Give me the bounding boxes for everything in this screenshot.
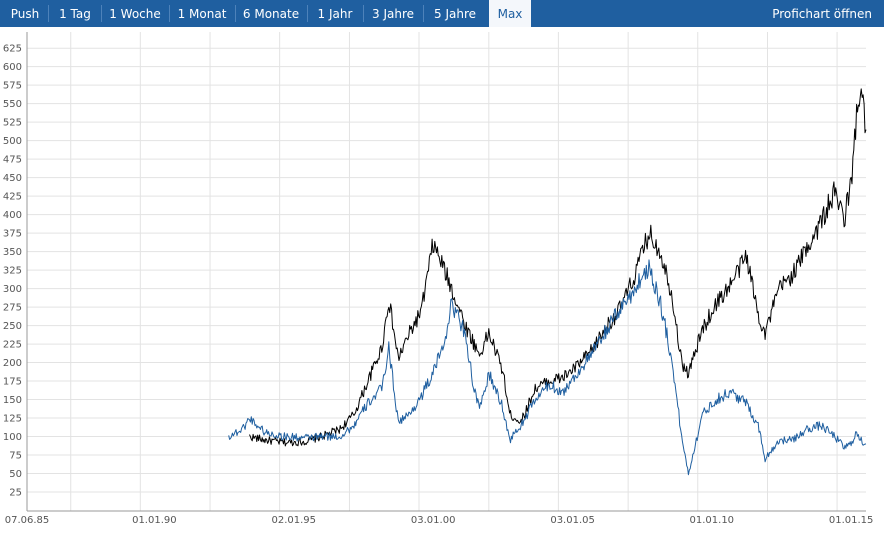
y-tick-label: 375 (3, 229, 22, 240)
tab-5-jahre[interactable]: 5 Jahre (434, 7, 476, 21)
y-tick-label: 525 (3, 118, 22, 129)
y-tick-label: 275 (3, 303, 22, 314)
y-tick-label: 225 (3, 340, 22, 351)
y-tick-label: 300 (3, 284, 22, 295)
tab-3-jahre[interactable]: 3 Jahre (372, 7, 414, 21)
y-tick-label: 150 (3, 395, 22, 406)
price-chart: 25 50 75 100 125 150 175 200 225 250 275 300 325 350 3… (3, 32, 874, 526)
x-tick-label: 03.01.00 (411, 515, 456, 526)
x-tick-label: 03.01.05 (550, 515, 595, 526)
tab-separator (169, 5, 170, 22)
tab-1-tag[interactable]: 1 Tag (59, 7, 91, 21)
y-tick-label: 125 (3, 414, 22, 425)
tab-6-monate[interactable]: 6 Monate (242, 7, 300, 21)
y-tick-label: 325 (3, 266, 22, 277)
x-tick-label: 01.01.15 (829, 515, 874, 526)
series-line-black (249, 88, 867, 447)
x-tick-label: 01.01.10 (690, 515, 735, 526)
y-tick-label: 450 (3, 173, 22, 184)
tab-1-woche[interactable]: 1 Woche (109, 7, 161, 21)
x-tick-label: 07.06.85 (5, 515, 50, 526)
chart-range-tabbar: Push 1 Tag 1 Woche 1 Monat 6 Monate 1 Ja… (0, 0, 884, 27)
y-tick-label: 50 (9, 469, 22, 480)
series-line-blue (228, 259, 867, 476)
tab-max[interactable]: Max (489, 0, 531, 27)
tab-separator (423, 5, 424, 22)
y-tick-label: 500 (3, 136, 22, 147)
y-tick-label: 625 (3, 44, 22, 55)
x-tick-label: 01.01.90 (132, 515, 177, 526)
y-tick-label: 100 (3, 432, 22, 443)
y-tick-label: 175 (3, 377, 22, 388)
tab-separator (235, 5, 236, 22)
tab-separator (363, 5, 364, 22)
y-tick-label: 550 (3, 99, 22, 110)
y-tick-label: 575 (3, 81, 22, 92)
y-tick-label: 400 (3, 210, 22, 221)
tab-1-monat[interactable]: 1 Monat (177, 7, 227, 21)
tab-separator (48, 5, 49, 22)
y-tick-label: 200 (3, 358, 22, 369)
y-tick-label: 600 (3, 62, 22, 73)
tab-1-jahr[interactable]: 1 Jahr (317, 7, 353, 21)
tab-push[interactable]: Push (10, 7, 40, 21)
tab-separator (101, 5, 102, 22)
y-tick-label: 350 (3, 247, 22, 258)
y-tick-label: 425 (3, 192, 22, 203)
profichart-open-link[interactable]: Profichart öffnen (772, 7, 872, 21)
y-tick-label: 250 (3, 321, 22, 332)
tab-separator (307, 5, 308, 22)
x-tick-label: 02.01.95 (272, 515, 317, 526)
y-tick-label: 25 (9, 488, 22, 499)
y-tick-label: 75 (9, 451, 22, 462)
y-tick-label: 475 (3, 155, 22, 166)
